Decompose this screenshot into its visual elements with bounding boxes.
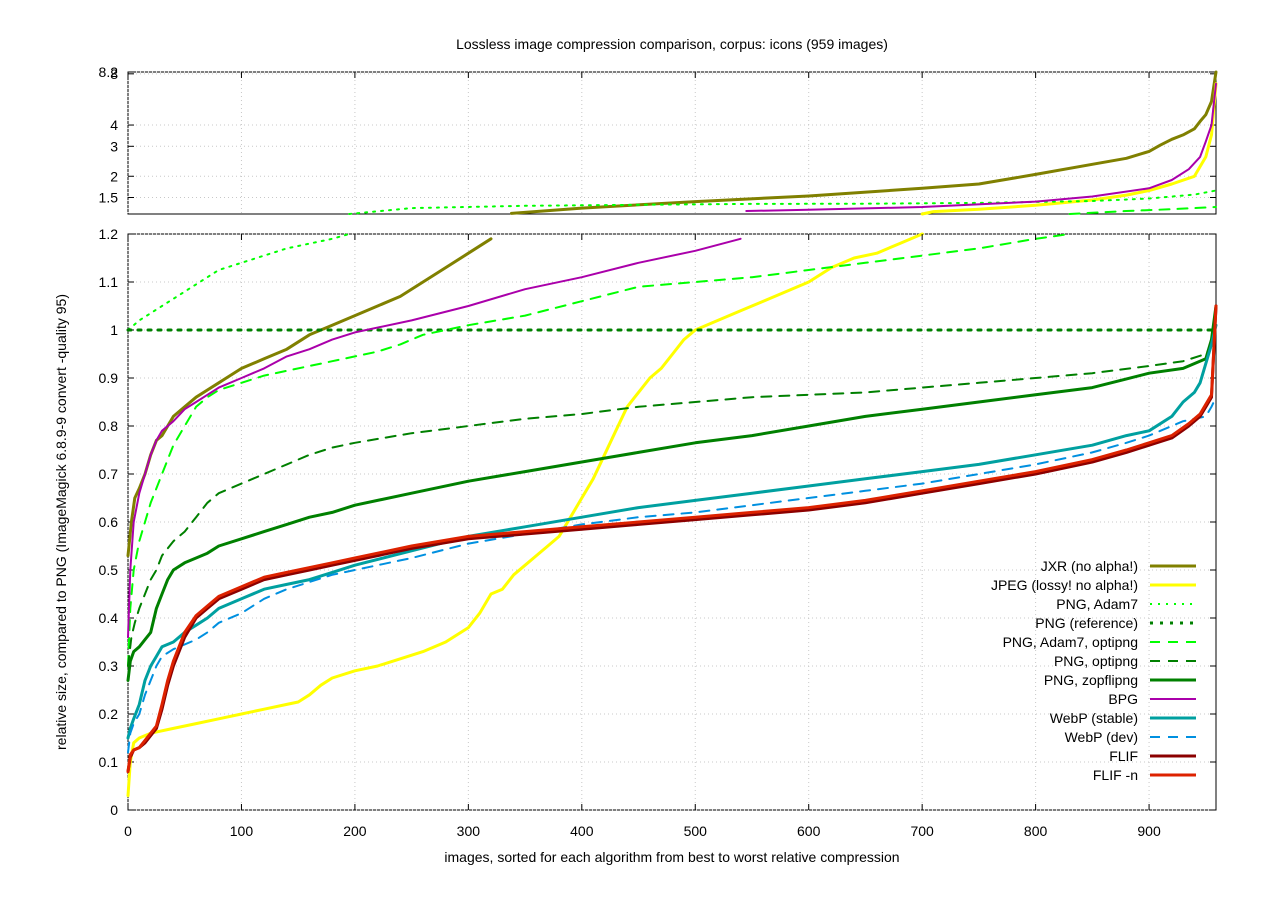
y-tick-label: 0.2: [99, 706, 119, 722]
top-panel-ticks: 1.5 2 3 4 88.2: [99, 64, 1216, 206]
x-axis-label: images, sorted for each algorithm from b…: [444, 849, 899, 865]
legend-label-flif-n: FLIF -n: [1093, 767, 1138, 783]
series-flif-n-line: [126, 304, 1218, 774]
x-axis-ticks: 0 100 200 300 400 500 600 700 800 900: [124, 72, 1161, 839]
y-tick-label: 0.5: [99, 562, 119, 578]
legend-label-bpg: BPG: [1108, 691, 1138, 707]
y-tick-label: 3: [110, 138, 118, 154]
y-tick-label: 0.9: [99, 370, 119, 386]
legend-label-png-optipng: PNG, optipng: [1054, 653, 1138, 669]
legend-label-flif: FLIF: [1109, 748, 1138, 764]
series-png-adam7-line: [127, 233, 351, 331]
legend-label-png-adam7-optipng: PNG, Adam7, optipng: [1003, 634, 1138, 650]
bottom-panel-series: [126, 232, 1218, 798]
x-tick-label: 900: [1137, 823, 1161, 839]
y-tick-label: 0.6: [99, 514, 119, 530]
y-tick-label: 8.2: [99, 64, 119, 80]
x-tick-label: 100: [230, 823, 254, 839]
top-panel-series: [348, 70, 1218, 216]
legend-label-png-zopflipng: PNG, zopflipng: [1044, 672, 1138, 688]
bottom-panel: 0 0.1 0.2 0.3 0.4 0.5 0.6 0.7 0.8 0.9 1 1.1 1.2: [99, 226, 1218, 818]
legend-label-png-adam7: PNG, Adam7: [1056, 596, 1138, 612]
x-tick-label: 400: [570, 823, 594, 839]
series-jpeg-lossy-no-alpha-line: [126, 232, 924, 798]
series-png-adam7-optipng-line: [127, 233, 1071, 667]
legend-label-png-reference: PNG (reference): [1035, 615, 1138, 631]
y-tick-label: 1.2: [99, 226, 119, 242]
x-tick-label: 700: [910, 823, 934, 839]
x-tick-label: 0: [124, 823, 132, 839]
top-panel-frame: [127, 71, 1217, 215]
x-tick-label: 600: [797, 823, 821, 839]
x-tick-label: 200: [343, 823, 367, 839]
series-png-adam7-optipng-line-upper: [1068, 206, 1217, 215]
y-tick-label: 0.8: [99, 418, 119, 434]
y-tick-label: 0.4: [99, 610, 119, 626]
y-tick-label: 4: [110, 117, 118, 133]
y-tick-label: 1.5: [99, 190, 119, 206]
x-tick-label: 800: [1024, 823, 1048, 839]
series-webp-dev-line: [127, 396, 1217, 754]
series-jxr-no-alpha-line-upper: [510, 70, 1218, 215]
series-png-adam7-line-upper: [348, 189, 1217, 215]
legend-label-jxr-no-alpha: JXR (no alpha!): [1041, 558, 1138, 574]
series-jpeg-lossy-no-alpha-line-upper: [920, 82, 1218, 216]
y-tick-label: 1.1: [99, 274, 119, 290]
chart-title: Lossless image compression comparison, c…: [456, 36, 888, 52]
y-tick-label: 8: [110, 66, 118, 82]
series-bpg-line-upper: [745, 82, 1217, 212]
legend: JXR (no alpha!) JPEG (lossy! no alpha!) PN…: [991, 558, 1196, 783]
y-tick-label: 1: [110, 322, 118, 338]
legend-label-jpeg-lossy-no-alpha: JPEG (lossy! no alpha!): [991, 577, 1138, 593]
top-panel-grid: [127, 71, 1216, 214]
y-tick-label: 0: [110, 802, 118, 818]
top-panel: 1.5 2 3 4 88.2: [99, 64, 1218, 216]
series-jxr-no-alpha-line: [126, 237, 493, 558]
y-tick-label: 0.7: [99, 466, 119, 482]
y-tick-label: 0.1: [99, 754, 119, 770]
legend-label-webp-stable: WebP (stable): [1050, 710, 1138, 726]
y-tick-label: 0.3: [99, 658, 119, 674]
x-tick-label: 500: [684, 823, 708, 839]
y-axis-label: relative size, compared to PNG (ImageMag…: [53, 294, 69, 750]
legend-label-webp-dev: WebP (dev): [1065, 729, 1138, 745]
bottom-panel-ticks: 0 0.1 0.2 0.3 0.4 0.5 0.6 0.7 0.8 0.9 1 1.1 1.2: [99, 226, 1216, 818]
series-png-optipng-line: [127, 338, 1217, 667]
x-tick-label: 300: [457, 823, 481, 839]
series-bpg-line: [127, 237, 742, 639]
series-png-zopflipng-line: [126, 304, 1218, 682]
y-tick-label: 2: [110, 168, 118, 184]
